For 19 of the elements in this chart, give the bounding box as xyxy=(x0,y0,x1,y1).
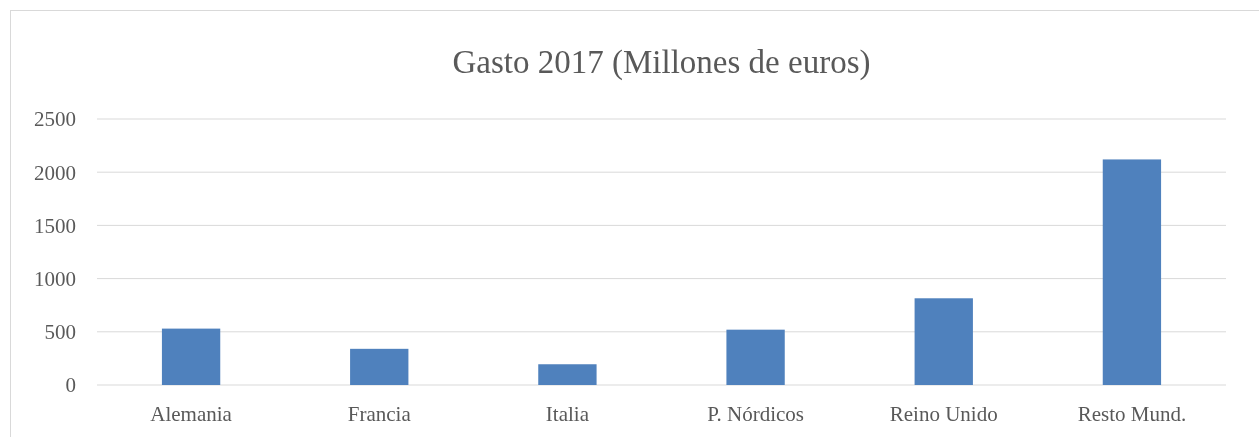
bar xyxy=(1102,159,1162,385)
y-tick-label: 1000 xyxy=(34,266,76,291)
y-tick-label: 2500 xyxy=(34,107,76,132)
y-tick-label: 500 xyxy=(44,320,76,345)
x-tick-label: Francia xyxy=(347,402,412,426)
bar xyxy=(726,329,785,385)
x-tick-label: Reino Unido xyxy=(889,402,998,426)
bar xyxy=(538,364,597,385)
bar xyxy=(161,328,221,385)
x-tick-label: Alemania xyxy=(150,402,233,426)
y-tick-label: 2000 xyxy=(34,160,76,185)
bar xyxy=(350,348,409,385)
x-tick-label: Italia xyxy=(545,402,590,426)
x-tick-label: P. Nórdicos xyxy=(707,402,805,426)
x-tick-label: Resto Mund. xyxy=(1077,402,1187,426)
y-tick-label: 0 xyxy=(65,373,76,398)
y-tick-label: 1500 xyxy=(34,213,76,238)
bar xyxy=(914,298,973,385)
chart-title: Gasto 2017 (Millones de euros) xyxy=(452,44,871,81)
